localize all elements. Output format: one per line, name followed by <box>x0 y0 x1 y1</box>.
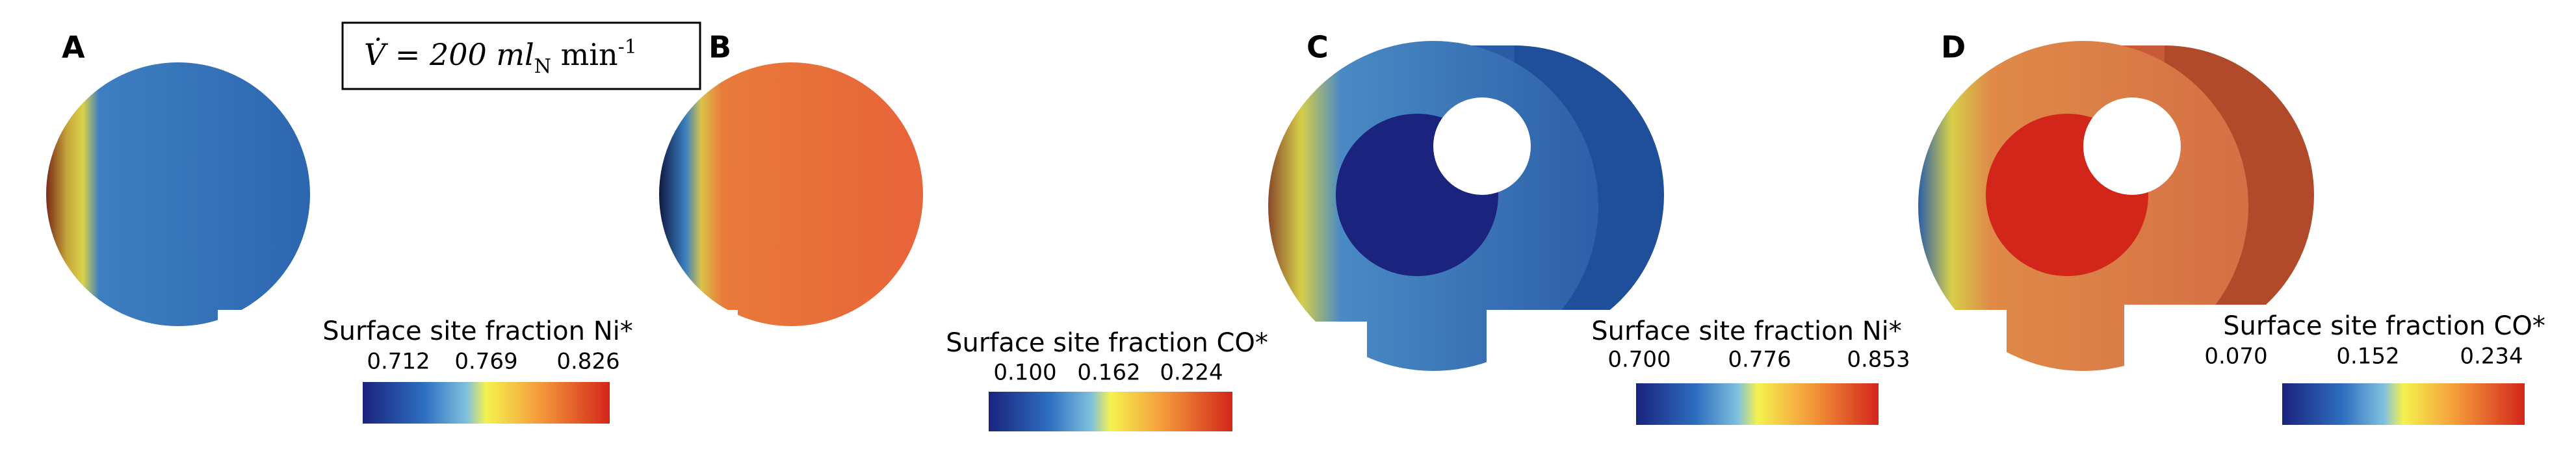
colorbar-title: Surface site fraction Ni* <box>1591 316 1901 346</box>
colorbar-bg <box>2124 305 2576 383</box>
panel-label: B <box>709 30 731 65</box>
colorbar-bg <box>847 322 1367 400</box>
colorbar-tick: 0.769 <box>454 349 517 375</box>
colorbar <box>1636 383 1879 425</box>
flow-sub: N <box>534 55 551 78</box>
panel-label: C <box>1307 30 1329 65</box>
rendering-c <box>1268 41 1664 371</box>
colorbar-tick: 0.162 <box>1077 360 1140 386</box>
colorbar-tick: 0.826 <box>556 349 619 375</box>
colorbar-tick: 0.712 <box>367 349 430 375</box>
colorbar-tick: 0.224 <box>1160 360 1223 386</box>
colorbar-tick: 0.234 <box>2460 344 2523 370</box>
flow-rate: V̇ = 200 mlN min-1 <box>364 36 637 78</box>
flow-sup: -1 <box>618 36 637 58</box>
colorbar-tick: 0.700 <box>1607 347 1671 373</box>
colorbar-bg <box>1487 310 2007 388</box>
colorbar-tick: 0.853 <box>1847 347 1910 373</box>
colorbar <box>989 392 1232 431</box>
colorbar <box>2282 383 2525 425</box>
colorbar-title: Surface site fraction Ni* <box>322 316 632 346</box>
colorbar-tick: 0.152 <box>2336 344 2399 370</box>
panel-label: D <box>1941 30 1966 65</box>
flow-unit: min <box>551 37 618 72</box>
colorbar-tick: 0.070 <box>2204 344 2267 370</box>
flow-box <box>341 21 701 90</box>
colorbar-title: Surface site fraction CO* <box>946 328 1268 358</box>
colorbar-tick: 0.100 <box>993 360 1056 386</box>
rendering-d <box>1918 41 2314 371</box>
colorbar-tick: 0.776 <box>1728 347 1791 373</box>
colorbar-bg <box>218 310 738 388</box>
flow-text: V̇ = 200 ml <box>364 37 534 72</box>
panel-label: A <box>62 30 85 65</box>
rendering-a <box>46 62 310 326</box>
colorbar-title: Surface site fraction CO* <box>2223 311 2545 341</box>
colorbar <box>363 382 610 424</box>
rendering-b <box>659 62 923 326</box>
